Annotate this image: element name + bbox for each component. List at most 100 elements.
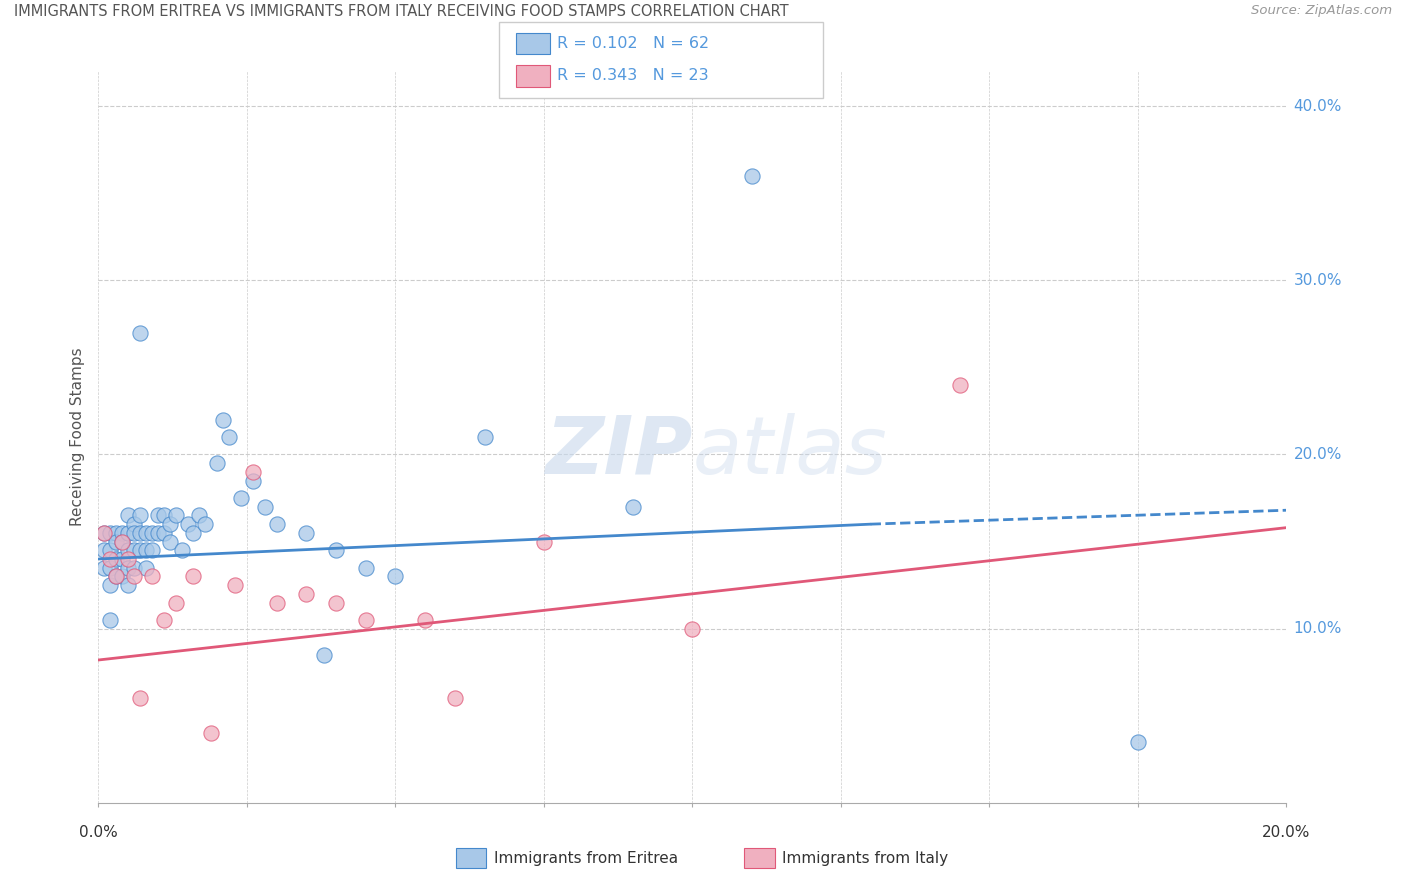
Point (146, 508, 169, 523)
Point (1126, 735, 1149, 749)
Point (117, 552, 139, 566)
Point (224, 578, 246, 592)
Point (117, 525, 139, 540)
Point (129, 543, 152, 558)
Point (354, 560, 377, 574)
Point (141, 525, 163, 540)
Point (354, 613, 377, 627)
Point (141, 569, 163, 583)
Point (122, 543, 145, 558)
Text: atlas: atlas (692, 413, 887, 491)
Point (949, 377, 972, 392)
Point (152, 613, 174, 627)
Point (135, 560, 157, 574)
Point (129, 508, 152, 523)
Point (218, 430, 240, 444)
Point (98, 613, 121, 627)
Text: R = 0.102   N = 62: R = 0.102 N = 62 (557, 36, 709, 51)
Point (111, 552, 134, 566)
Point (98, 578, 121, 592)
Point (117, 560, 139, 574)
Point (129, 691, 152, 706)
Point (111, 534, 134, 549)
Point (325, 543, 347, 558)
Point (93, 525, 115, 540)
Point (295, 525, 318, 540)
Point (117, 543, 139, 558)
Point (212, 412, 235, 426)
Point (93, 560, 115, 574)
Point (384, 569, 406, 583)
Point (105, 534, 128, 549)
Text: 30.0%: 30.0% (1294, 273, 1341, 288)
Text: IMMIGRANTS FROM ERITREA VS IMMIGRANTS FROM ITALY RECEIVING FOOD STAMPS CORRELATI: IMMIGRANTS FROM ERITREA VS IMMIGRANTS FR… (14, 4, 789, 20)
Text: 20.0%: 20.0% (1263, 825, 1310, 840)
Text: Immigrants from Italy: Immigrants from Italy (782, 851, 948, 865)
Point (474, 430, 496, 444)
Point (325, 595, 347, 609)
Point (242, 465, 264, 479)
Point (443, 691, 465, 706)
Point (105, 569, 128, 583)
Point (93, 525, 115, 540)
Point (183, 569, 205, 583)
Text: R = 0.343   N = 23: R = 0.343 N = 23 (557, 69, 709, 83)
Text: 0.0%: 0.0% (79, 825, 118, 840)
Point (129, 525, 152, 540)
Point (295, 587, 318, 601)
Point (176, 517, 198, 532)
Point (117, 508, 139, 523)
Point (170, 543, 193, 558)
Point (205, 456, 228, 470)
Point (200, 726, 222, 740)
Text: 40.0%: 40.0% (1294, 99, 1341, 113)
Point (98, 543, 121, 558)
Point (621, 500, 644, 514)
Point (266, 517, 288, 532)
Point (681, 622, 703, 636)
Point (242, 474, 264, 488)
Point (117, 578, 139, 592)
Point (98, 560, 121, 574)
Point (122, 525, 145, 540)
Point (533, 534, 555, 549)
Text: Source: ZipAtlas.com: Source: ZipAtlas.com (1251, 4, 1392, 18)
Point (135, 525, 157, 540)
Point (253, 500, 276, 514)
Y-axis label: Receiving Food Stamps: Receiving Food Stamps (70, 348, 86, 526)
Point (165, 595, 187, 609)
Point (152, 508, 174, 523)
Point (111, 534, 134, 549)
Point (413, 613, 436, 627)
Point (229, 491, 252, 505)
Point (314, 648, 336, 662)
Point (146, 525, 169, 540)
Point (159, 534, 181, 549)
Point (129, 326, 152, 340)
Text: 10.0%: 10.0% (1294, 621, 1341, 636)
Point (105, 569, 128, 583)
Text: Immigrants from Eritrea: Immigrants from Eritrea (494, 851, 678, 865)
Point (165, 508, 187, 523)
Point (98, 525, 121, 540)
Point (135, 543, 157, 558)
Point (141, 543, 163, 558)
Point (105, 552, 128, 566)
Point (111, 569, 134, 583)
Text: 20.0%: 20.0% (1294, 447, 1341, 462)
Point (159, 517, 181, 532)
Point (122, 517, 145, 532)
Point (266, 595, 288, 609)
Point (152, 525, 174, 540)
Point (105, 525, 128, 540)
Point (183, 525, 205, 540)
Point (122, 569, 145, 583)
Point (111, 525, 134, 540)
Point (93, 543, 115, 558)
Point (741, 169, 763, 183)
Point (188, 508, 211, 523)
Text: ZIP: ZIP (546, 413, 692, 491)
Point (122, 560, 145, 574)
Point (194, 517, 217, 532)
Point (98, 552, 121, 566)
